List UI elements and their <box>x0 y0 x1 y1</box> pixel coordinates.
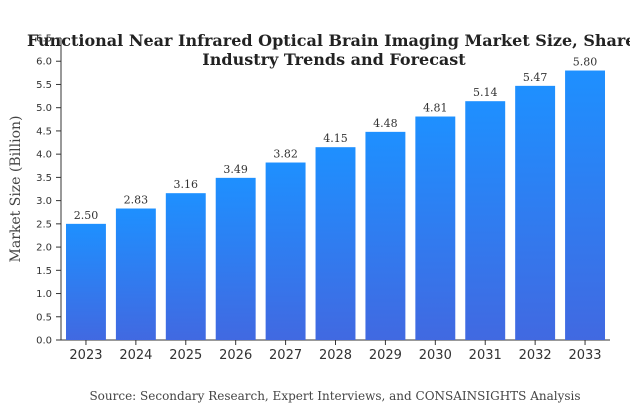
bar-2024 <box>115 208 156 340</box>
source-note: Source: Secondary Research, Expert Inter… <box>89 389 580 403</box>
data-label-2023: 2.50 <box>74 209 99 222</box>
y-tick-label: 1.5 <box>36 266 52 277</box>
bar-2032 <box>515 85 556 341</box>
bar-2026 <box>215 177 256 340</box>
chart-title-line-2: Industry Trends and Forecast <box>202 50 466 69</box>
data-label-2032: 5.47 <box>523 71 548 84</box>
y-tick-label: 2.0 <box>36 243 52 254</box>
y-tick-label: 5.0 <box>36 103 52 114</box>
chart-title-line-1: Functional Near Infrared Optical Brain I… <box>27 31 630 50</box>
y-axis: 0.0 0.5 1.0 1.5 2.0 2.5 3.0 3.5 4.0 4.5 5.0 5.5 6.0 6… <box>36 34 62 347</box>
bar-2025 <box>165 193 206 340</box>
bar-2027 <box>265 162 306 340</box>
y-tick-label: 3.0 <box>36 196 52 207</box>
x-tick-label: 2028 <box>319 348 352 363</box>
y-tick-label: 0.0 <box>36 336 52 347</box>
y-tick-label: 4.5 <box>36 126 52 137</box>
y-tick-label: 2.5 <box>36 219 52 230</box>
bar-2023 <box>65 223 106 340</box>
data-label-2030: 4.81 <box>423 102 448 115</box>
y-axis-title: Market Size (Billion) <box>8 116 24 263</box>
y-tick-label: 3.5 <box>36 173 52 184</box>
x-tick-label: 2030 <box>419 348 452 363</box>
data-label-2027: 3.82 <box>273 148 298 161</box>
data-label-2028: 4.15 <box>323 132 348 145</box>
y-tick-label: 6.5 <box>36 34 52 45</box>
x-tick-label: 2033 <box>568 348 601 363</box>
y-tick-label: 4.0 <box>36 150 52 161</box>
x-tick-label: 2026 <box>219 348 252 363</box>
x-tick-label: 2029 <box>369 348 402 363</box>
x-tick-label: 2024 <box>119 348 152 363</box>
data-label-2029: 4.48 <box>373 117 398 130</box>
y-tick-label: 6.0 <box>36 57 52 68</box>
data-label-2024: 2.83 <box>124 194 149 207</box>
data-label-2025: 3.16 <box>174 178 199 191</box>
bar-2029 <box>365 131 406 340</box>
bar-2031 <box>465 101 506 341</box>
y-tick-label: 0.5 <box>36 312 52 323</box>
bar-2030 <box>415 116 456 341</box>
y-tick-label: 1.0 <box>36 289 52 300</box>
data-labels: 2.50 2.83 3.16 3.49 3.82 4.15 4.48 4.81 5.14 5.47… <box>74 56 598 222</box>
bar-2033 <box>565 70 606 341</box>
x-tick-label: 2032 <box>519 348 552 363</box>
bars <box>65 70 606 341</box>
x-tick-label: 2025 <box>169 348 202 363</box>
data-label-2033: 5.80 <box>573 56 598 69</box>
bar-2028 <box>315 147 356 340</box>
x-axis: 2023 2024 2025 2026 2027 2028 2029 2030 2031 2032… <box>61 339 610 363</box>
data-label-2026: 3.49 <box>223 163 248 176</box>
x-tick-label: 2027 <box>269 348 302 363</box>
y-tick-label: 5.5 <box>36 80 52 91</box>
x-tick-label: 2023 <box>69 348 102 363</box>
data-label-2031: 5.14 <box>473 86 498 99</box>
x-tick-label: 2031 <box>469 348 502 363</box>
